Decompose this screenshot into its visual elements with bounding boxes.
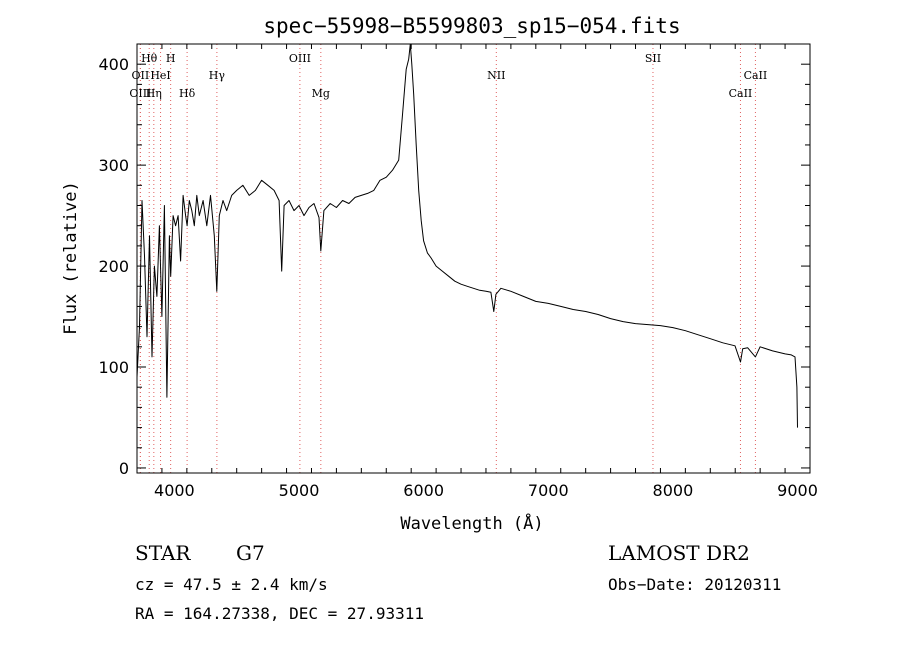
chart-title: spec−55998−B5599803_sp15−054.fits: [263, 14, 680, 38]
y-axis-label: Flux (relative): [61, 181, 81, 335]
line-marker-label-6: OIII: [129, 87, 151, 100]
line-marker-label-10: NII: [487, 69, 505, 82]
plot-frame: [136, 43, 811, 474]
line-marker-label-8: Hδ: [179, 87, 196, 100]
survey-name: LAMOST DR2: [608, 541, 750, 565]
object-type: STAR: [135, 541, 191, 565]
line-marker-label-1: H: [166, 52, 176, 65]
line-marker-label-11: SII: [645, 52, 661, 65]
y-tick-label: 300: [98, 156, 129, 175]
object-subclass: G7: [236, 541, 265, 565]
line-marker-label-12: CaII: [744, 69, 768, 82]
y-tick-label: 200: [98, 257, 129, 276]
observation-date: Obs−Date: 20120311: [608, 575, 782, 594]
x-tick-label: 4000: [154, 481, 195, 500]
x-tick-label: 7000: [528, 481, 569, 500]
y-tick-label: 400: [98, 55, 129, 74]
line-marker-label-7: Hη: [146, 87, 162, 100]
line-marker-label-4: Hγ: [209, 69, 226, 82]
line-marker-label-0: Hθ: [141, 52, 158, 65]
y-tick-label: 100: [98, 358, 129, 377]
x-tick-label: 5000: [279, 481, 320, 500]
y-axis: 0 100 200 300 400: [98, 43, 810, 478]
x-axis-label: Wavelength (Å): [400, 512, 543, 534]
line-marker-label-3: HeI: [150, 69, 170, 82]
x-tick-label: 6000: [403, 481, 444, 500]
line-marker-label-9: Mg: [312, 87, 330, 100]
x-tick-label: 8000: [653, 481, 694, 500]
line-marker-label-2: OII: [132, 69, 150, 82]
x-tick-label: 9000: [777, 481, 818, 500]
spectrum-line: [136, 43, 798, 428]
line-marker-label-5: OIII: [289, 52, 311, 65]
y-tick-label: 0: [119, 459, 129, 478]
coordinates-readout: RA = 164.27338, DEC = 27.93311: [135, 604, 424, 623]
redshift-readout: cz = 47.5 ± 2.4 km/s: [135, 575, 328, 594]
x-axis: 4000 5000 6000 7000 8000 9000: [136, 44, 818, 500]
line-marker-label-13: CaII: [729, 87, 753, 100]
